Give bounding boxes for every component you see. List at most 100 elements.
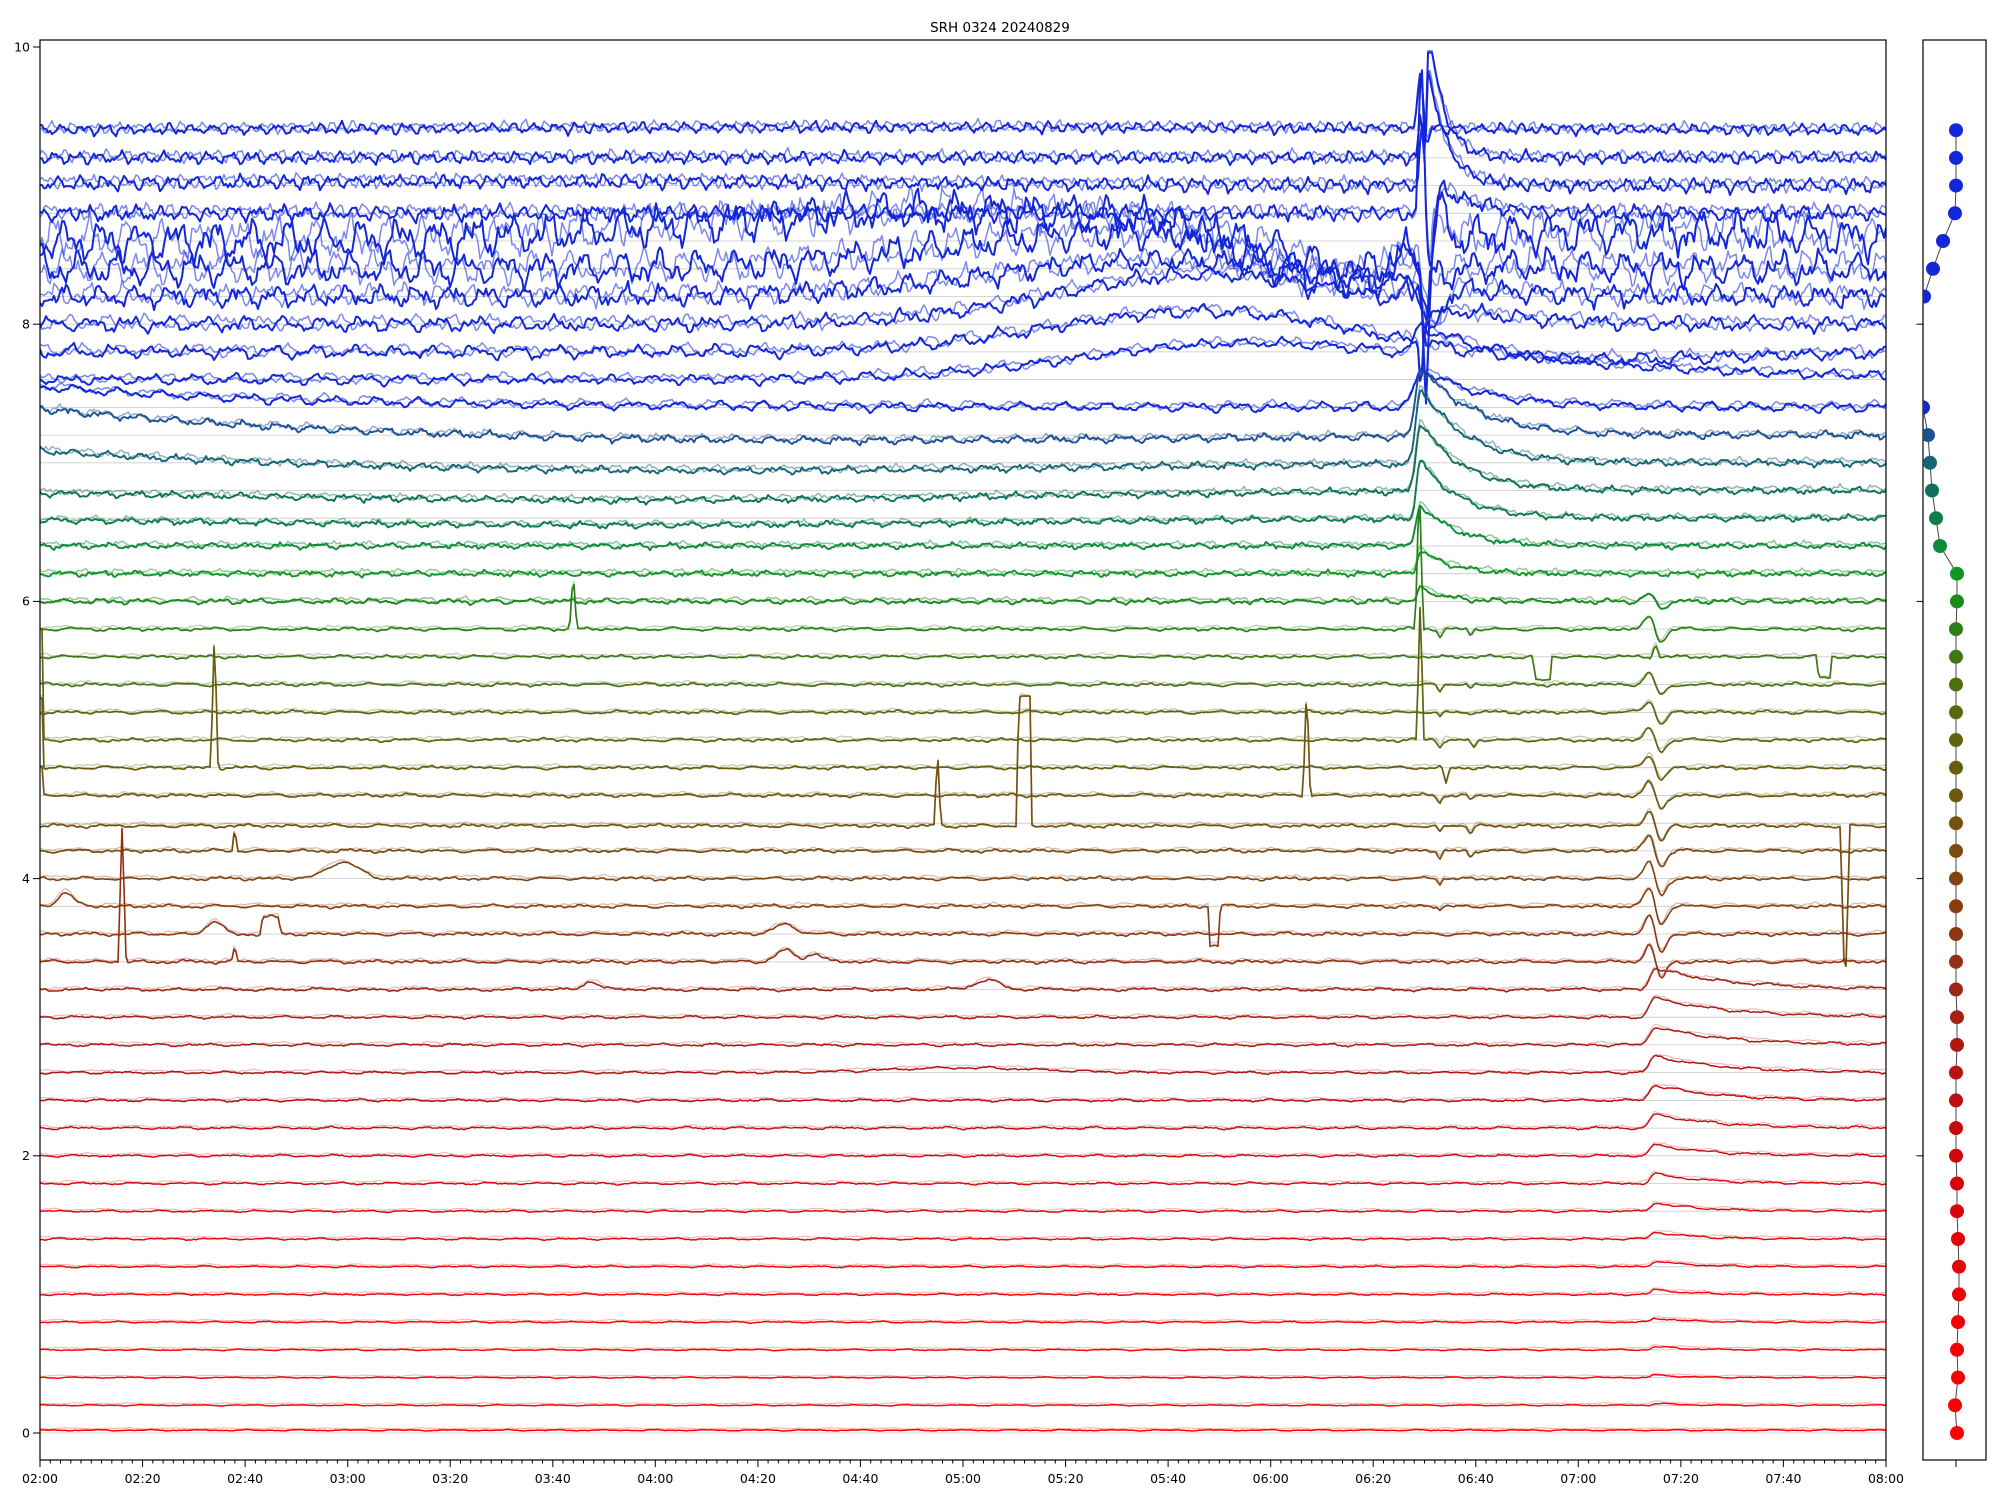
- traces: [40, 49, 1886, 1432]
- trace-companion: [40, 247, 1886, 325]
- trace: [40, 888, 1886, 948]
- y-axis: [33, 46, 40, 1434]
- trace: [40, 505, 1886, 643]
- trace-companion: [40, 825, 1886, 977]
- spectrum-dot: [1899, 345, 1913, 359]
- svg-text:8: 8: [22, 317, 30, 332]
- trace: [40, 1373, 1886, 1380]
- trace: [40, 459, 1886, 530]
- trace-companion: [40, 505, 1886, 641]
- trace: [40, 695, 1886, 968]
- trace-companion: [40, 1200, 1886, 1212]
- x-axis-labels: 02:00 02:20 02:40 03:00 03:20 03:40 04:00 04:20…: [22, 1471, 1904, 1486]
- trace-companion: [40, 966, 1886, 991]
- trace-companion: [40, 1054, 1886, 1074]
- trace-companion: [40, 1426, 1886, 1430]
- spectrum-dot: [1949, 899, 1963, 914]
- svg-text:05:00: 05:00: [945, 1471, 981, 1486]
- svg-text:2: 2: [22, 1148, 30, 1163]
- svg-text:07:00: 07:00: [1560, 1471, 1596, 1486]
- trace: [40, 1260, 1886, 1269]
- trace: [40, 832, 1886, 868]
- spectrum-dots: [1899, 123, 1966, 1440]
- svg-text:06:20: 06:20: [1355, 1471, 1391, 1486]
- spectrum-dot: [1949, 1093, 1963, 1108]
- trace-companion: [40, 859, 1886, 893]
- trace: [40, 1202, 1886, 1214]
- trace-companion: [40, 1287, 1886, 1295]
- trace: [40, 645, 1886, 784]
- spectrum-dot: [1949, 1121, 1963, 1136]
- spectrum-dot: [1950, 1176, 1964, 1191]
- svg-text:02:40: 02:40: [227, 1471, 263, 1486]
- spectrum-dot: [1952, 1287, 1966, 1302]
- trace: [40, 1345, 1886, 1352]
- spectrum-dot: [1951, 1370, 1965, 1385]
- x-axis: [39, 1460, 1887, 1467]
- trace: [40, 1428, 1886, 1432]
- spectrum-panel-ticks: [1916, 323, 1957, 1467]
- spectrum-dot: [1926, 261, 1940, 276]
- y-axis-labels: 0 2 4 6 8 10: [14, 39, 30, 1440]
- spectrum-dot: [1951, 1232, 1965, 1246]
- trace: [40, 606, 1886, 754]
- spectrum-dot: [1929, 511, 1943, 526]
- svg-text:4: 4: [22, 871, 30, 886]
- svg-text:10: 10: [14, 39, 30, 54]
- trace: [40, 424, 1886, 506]
- trace-companion: [40, 1400, 1886, 1405]
- spectrum-dot: [1949, 982, 1963, 997]
- spectrum-dot: [1951, 1315, 1965, 1330]
- svg-text:03:40: 03:40: [535, 1471, 571, 1486]
- spectrum-dot: [1933, 539, 1947, 553]
- trace: [40, 1402, 1886, 1407]
- trace-companion: [40, 1372, 1886, 1378]
- trace: [40, 671, 1886, 695]
- spectrum-dot: [1949, 123, 1963, 138]
- spectrum-dot: [1949, 677, 1963, 692]
- trace-companion: [40, 1170, 1886, 1184]
- trace: [40, 370, 1886, 447]
- trace: [40, 1084, 1886, 1104]
- trace: [40, 1054, 1886, 1076]
- spectrum-dot: [1901, 317, 1915, 331]
- trace-companion: [40, 642, 1886, 682]
- trace-companion: [40, 49, 1886, 165]
- trace-companion: [40, 1344, 1886, 1350]
- spectrum-dot: [1949, 1065, 1963, 1080]
- svg-text:0: 0: [22, 1425, 30, 1440]
- spectrum-dot: [1949, 843, 1963, 858]
- spectrum-dot: [1923, 455, 1937, 470]
- spectrum-dot: [1950, 566, 1964, 581]
- trace: [40, 242, 1886, 319]
- trace: [40, 914, 1886, 954]
- plot-title: SRH 0324 20240829: [930, 20, 1070, 36]
- spectrum-dot: [1950, 1010, 1964, 1025]
- spectrum-dot: [1923, 289, 1931, 304]
- trace-companion: [40, 1316, 1886, 1323]
- spectrum-dot: [1949, 816, 1963, 831]
- trace-companion: [40, 1023, 1886, 1046]
- spectrum-dot: [1949, 871, 1963, 886]
- svg-text:04:00: 04:00: [637, 1471, 673, 1486]
- spectrum-dot: [1950, 1426, 1964, 1440]
- trace-companion: [40, 699, 1886, 723]
- spectrum-dot: [1948, 206, 1962, 221]
- spectrum-dot: [1950, 1204, 1964, 1219]
- trace: [40, 1113, 1886, 1131]
- spectrum-dot: [1952, 1259, 1966, 1274]
- trace-companion: [40, 1229, 1886, 1240]
- trace: [40, 367, 1886, 415]
- trace: [40, 1288, 1886, 1297]
- trace-companion: [40, 671, 1886, 694]
- trace: [40, 70, 1886, 196]
- spectrum-dot: [1950, 1342, 1964, 1357]
- svg-text:04:40: 04:40: [842, 1471, 878, 1486]
- trace: [40, 701, 1886, 725]
- trace-companion: [40, 320, 1886, 386]
- svg-text:08:00: 08:00: [1868, 1471, 1904, 1486]
- trace: [40, 322, 1886, 388]
- trace: [40, 1172, 1886, 1186]
- svg-text:04:20: 04:20: [740, 1471, 776, 1486]
